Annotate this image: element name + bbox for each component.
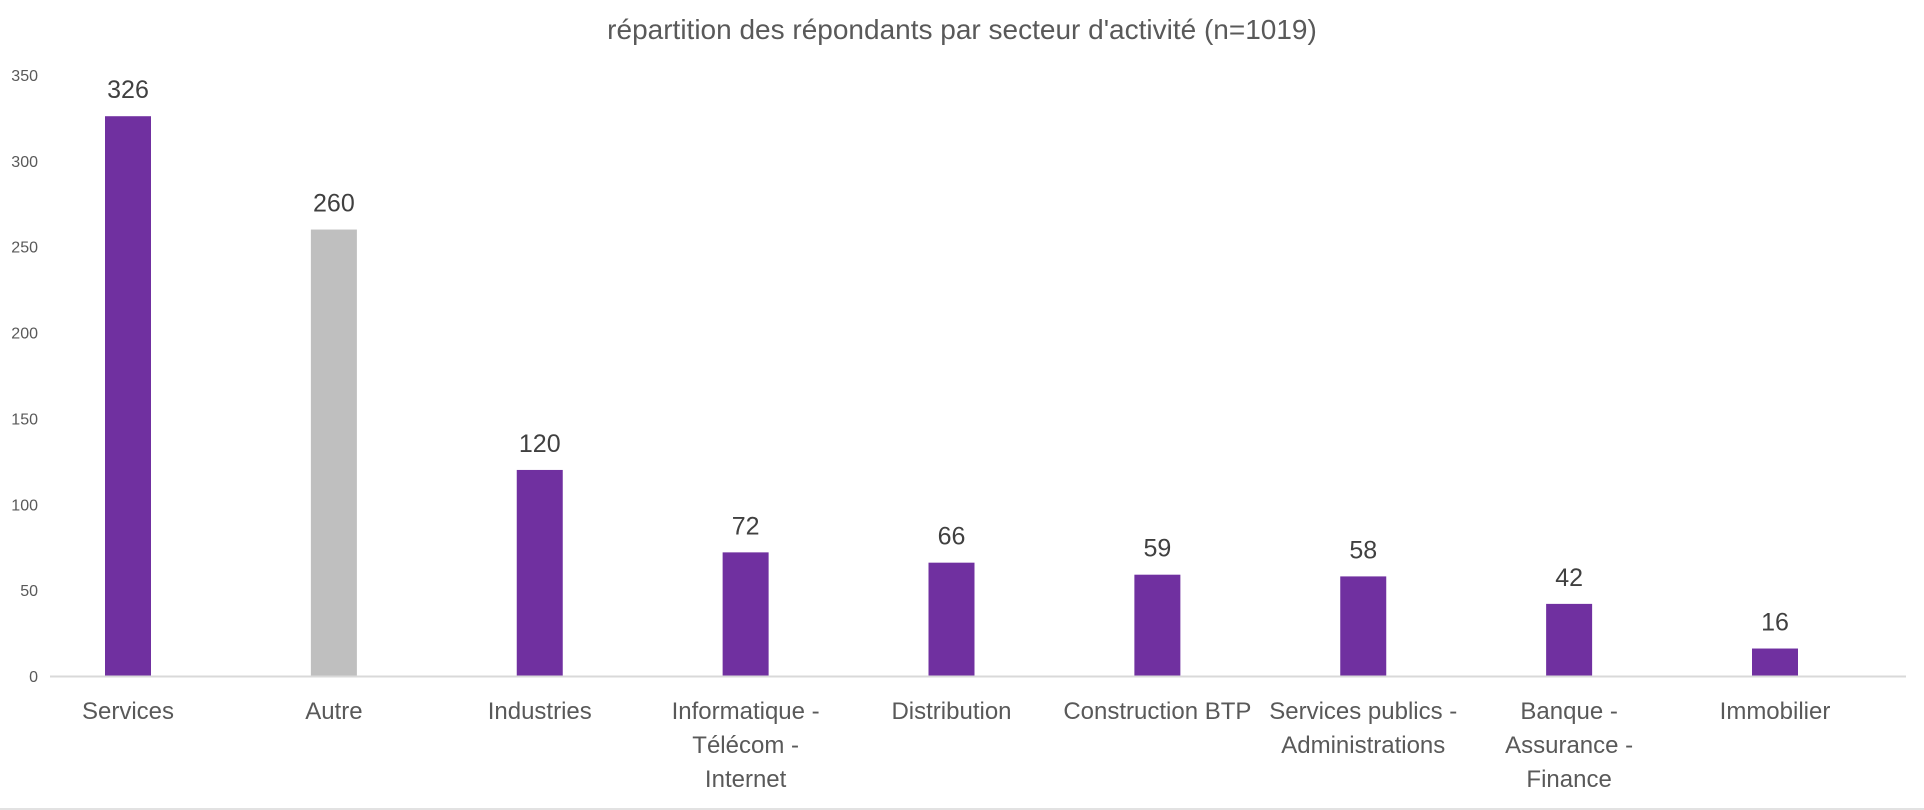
x-tick-label-line: Finance <box>1526 766 1611 793</box>
x-tick-label: Distribution <box>891 698 1011 725</box>
x-tick-label-line: Informatique - <box>672 698 820 725</box>
x-tick-label: Services <box>82 698 174 725</box>
data-label: 326 <box>107 76 149 104</box>
x-tick-label-line: Construction BTP <box>1063 698 1251 725</box>
y-tick-label: 200 <box>11 326 38 343</box>
bar-immobilier <box>1752 648 1798 676</box>
x-tick-label: Industries <box>488 698 592 725</box>
bar-banque-assurance-finance <box>1546 603 1593 676</box>
x-tick-label-line: Administrations <box>1281 732 1445 759</box>
x-tick-label-line: Banque - <box>1520 698 1617 725</box>
y-tick-label: 150 <box>11 411 38 428</box>
y-tick-label: 0 <box>29 669 38 686</box>
x-tick-label-line: Télécom - <box>692 732 799 759</box>
data-label: 58 <box>1349 536 1377 564</box>
bar-services <box>105 116 151 676</box>
y-tick-label: 300 <box>11 154 38 171</box>
bar-services-publics-administrations <box>1340 576 1387 676</box>
bar-industries <box>516 469 563 676</box>
x-tick-label-line: Services <box>82 698 174 725</box>
data-label: 66 <box>938 523 966 551</box>
x-tick-label-line: Services publics - <box>1269 698 1457 725</box>
y-tick-label: 50 <box>20 583 38 600</box>
x-tick-label: Immobilier <box>1720 698 1831 725</box>
bar-informatique-t-l-com-internet <box>722 552 769 676</box>
y-tick-label: 250 <box>11 240 38 257</box>
x-tick-label-line: Distribution <box>891 698 1011 725</box>
x-tick-label-line: Assurance - <box>1505 732 1633 759</box>
y-tick-label: 350 <box>11 68 38 85</box>
bar-autre <box>310 229 357 677</box>
x-tick-label-line: Internet <box>705 766 787 793</box>
bar-series <box>105 116 1798 677</box>
bar-construction-btp <box>1134 574 1181 676</box>
bar-distribution <box>928 562 975 676</box>
data-label: 16 <box>1761 609 1789 637</box>
data-label: 59 <box>1143 535 1171 563</box>
data-label: 72 <box>732 512 760 540</box>
y-axis-ticks: 0 50 100 150 200 250 300 350 <box>11 68 38 686</box>
chart-title: répartition des répondants par secteur d… <box>607 14 1317 45</box>
x-tick-label: Services publics - Administrations <box>1269 698 1457 759</box>
data-labels: 326 260 120 72 66 59 58 42 16 <box>107 76 1789 636</box>
x-tick-label: Banque - Assurance - Finance <box>1505 698 1633 793</box>
data-label: 120 <box>519 430 561 458</box>
x-tick-label-line: Immobilier <box>1720 698 1831 725</box>
x-tick-label-line: Industries <box>488 698 592 725</box>
data-label: 260 <box>313 190 355 218</box>
x-tick-label-line: Autre <box>305 698 362 725</box>
x-tick-label: Informatique - Télécom - Internet <box>672 698 820 793</box>
x-axis-ticks: Services Autre Industries Informatique - Tél… <box>82 698 1830 793</box>
x-tick-label: Construction BTP <box>1063 698 1251 725</box>
y-tick-label: 100 <box>11 497 38 514</box>
data-label: 42 <box>1555 564 1583 592</box>
x-tick-label: Autre <box>305 698 362 725</box>
